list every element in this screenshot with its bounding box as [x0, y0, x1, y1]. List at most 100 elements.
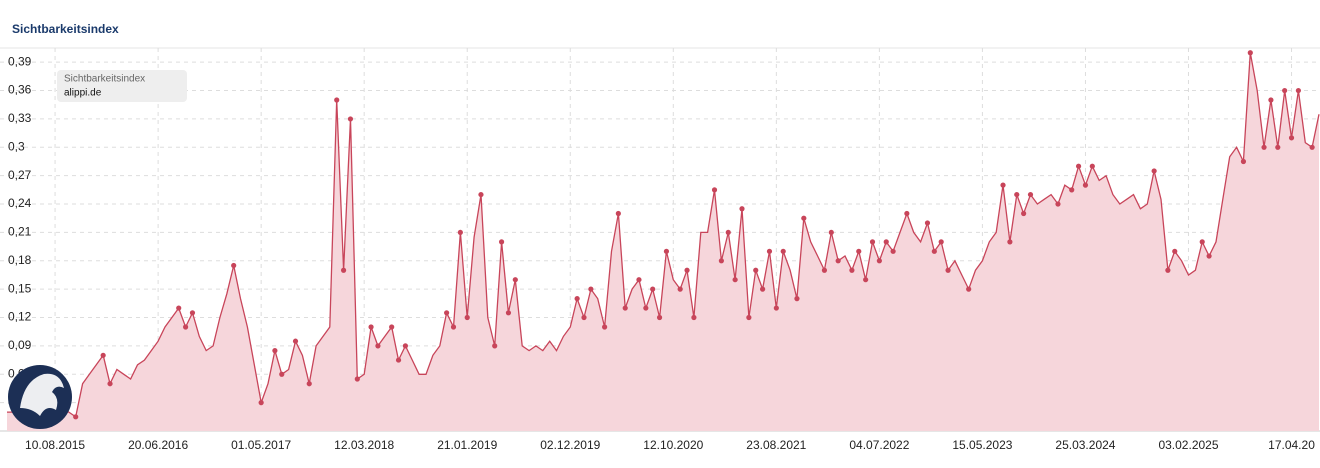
data-point [512, 277, 518, 283]
data-point [663, 248, 670, 254]
data-point [904, 210, 910, 217]
data-point [368, 324, 374, 330]
data-point [292, 338, 299, 344]
data-point [835, 258, 841, 264]
data-point [876, 258, 882, 264]
data-point [739, 206, 745, 212]
legend: Sichtbarkeitsindex alippi.de [57, 70, 187, 102]
data-point [725, 229, 731, 236]
data-point [258, 400, 264, 406]
data-point [711, 187, 718, 193]
data-point [1000, 182, 1006, 188]
data-point [279, 371, 285, 377]
data-point [231, 262, 237, 269]
data-point [588, 286, 594, 292]
data-point [773, 305, 779, 311]
data-point [869, 239, 876, 245]
data-point [389, 324, 395, 330]
data-point [931, 248, 937, 254]
data-point [1082, 182, 1089, 188]
data-point [938, 239, 944, 245]
data-point [176, 305, 182, 311]
data-point [1007, 239, 1013, 245]
data-point [334, 97, 340, 103]
x-tick-label: 10.08.2015 [25, 438, 85, 452]
y-tick-label: 0,36 [8, 83, 32, 97]
data-point [189, 310, 196, 316]
data-point [863, 277, 869, 283]
data-point [1055, 201, 1061, 207]
data-point [505, 310, 512, 316]
x-tick-label: 12.10.2020 [643, 438, 703, 452]
data-point [306, 381, 312, 387]
data-point [1014, 191, 1020, 198]
data-point [1282, 87, 1288, 94]
x-tick-label: 02.12.2019 [540, 438, 600, 452]
y-tick-label: 0,18 [8, 253, 32, 267]
data-point [464, 314, 470, 321]
data-point [753, 267, 759, 273]
data-point [945, 267, 951, 273]
data-point [883, 239, 889, 245]
x-tick-label: 04.07.2022 [849, 438, 909, 452]
data-point [1089, 163, 1095, 169]
y-tick-label: 0,12 [8, 310, 32, 324]
data-point [1247, 50, 1253, 56]
data-point [1261, 144, 1267, 150]
data-point [375, 343, 381, 349]
data-point [766, 248, 773, 254]
data-point [457, 229, 463, 236]
data-point [1165, 267, 1171, 273]
data-point [849, 267, 855, 273]
data-point [732, 277, 738, 283]
data-point [100, 352, 106, 358]
data-point [1240, 158, 1247, 165]
data-point [1021, 210, 1027, 217]
data-point [856, 248, 862, 254]
data-point [107, 381, 113, 387]
data-point [828, 229, 834, 236]
data-point [643, 305, 649, 311]
data-point [966, 286, 972, 292]
plot: 0,030,060,090,120,150,180,210,240,270,30… [0, 48, 1320, 452]
data-point [636, 277, 642, 283]
y-tick-label: 0,3 [8, 139, 25, 153]
data-point [1069, 187, 1075, 193]
line [7, 52, 1320, 418]
data-point [691, 314, 697, 321]
data-point [402, 343, 409, 349]
x-tick-label: 25.03.2024 [1055, 438, 1115, 452]
data-point [581, 314, 587, 321]
data-point [1027, 191, 1034, 198]
data-point [780, 248, 786, 254]
data-point [272, 348, 278, 354]
x-tick-label: 17.04.20 [1268, 438, 1315, 452]
data-point [1275, 144, 1281, 150]
data-point [444, 310, 450, 316]
data-point [656, 314, 663, 321]
data-point [746, 314, 752, 321]
data-point [574, 296, 580, 302]
data-point [760, 286, 766, 292]
data-point [794, 296, 800, 302]
x-tick-label: 12.03.2018 [334, 438, 394, 452]
data-point [821, 267, 828, 273]
data-point [650, 286, 656, 292]
data-point [1288, 135, 1295, 141]
data-point [450, 324, 457, 330]
data-point [718, 258, 724, 264]
x-tick-label: 23.08.2021 [746, 438, 806, 452]
x-tick-label: 20.06.2016 [128, 438, 188, 452]
data-point [801, 215, 807, 221]
y-tick-label: 0,27 [8, 168, 32, 182]
chart-title: Sichtbarkeitsindex [12, 22, 119, 36]
x-tick-label: 21.01.2019 [437, 438, 497, 452]
data-point [890, 248, 896, 254]
data-point [347, 116, 354, 122]
area [7, 52, 1319, 431]
data-point [478, 191, 484, 198]
data-point [498, 239, 505, 245]
data-point [602, 324, 608, 330]
legend-entry: alippi.de [64, 88, 102, 99]
x-tick-label: 03.02.2025 [1158, 438, 1218, 452]
